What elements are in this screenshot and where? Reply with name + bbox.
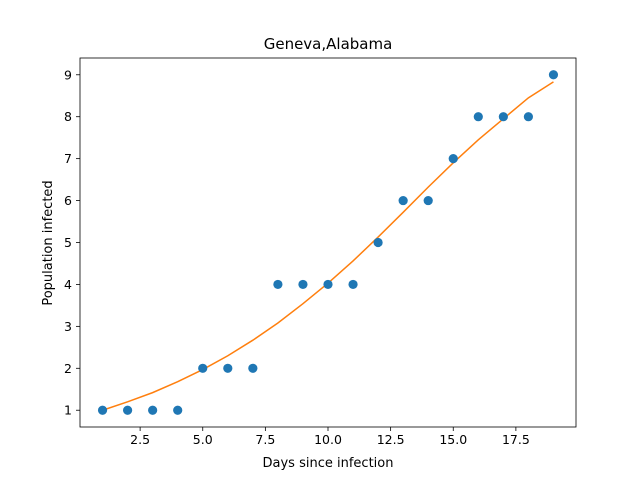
x-axis-label: Days since infection	[263, 456, 394, 471]
y-tick-label: 6	[64, 193, 72, 208]
data-point	[173, 405, 183, 415]
x-tick-label: 17.5	[502, 432, 530, 447]
data-point	[373, 237, 383, 248]
x-tick-label: 5.0	[193, 432, 213, 447]
x-tick-label: 2.5	[130, 432, 150, 447]
x-tick-label: 12.5	[377, 432, 405, 447]
y-tick-label: 3	[64, 319, 72, 334]
data-point	[348, 279, 358, 290]
y-tick-label: 9	[64, 67, 72, 82]
y-tick-label: 5	[64, 235, 72, 250]
y-tick-label: 7	[64, 151, 72, 166]
data-point	[398, 195, 408, 206]
data-point	[498, 112, 508, 122]
y-axis-label: Population infected	[41, 180, 56, 305]
y-tick-label: 8	[64, 109, 72, 124]
x-tick-label: 7.5	[255, 432, 275, 447]
data-point	[298, 279, 308, 290]
data-point	[448, 154, 458, 164]
data-point	[548, 70, 559, 80]
data-point	[248, 363, 258, 373]
data-point	[273, 279, 283, 290]
data-point	[97, 405, 108, 415]
y-tick-label: 4	[64, 277, 72, 292]
data-point	[523, 112, 534, 122]
data-point	[198, 363, 208, 373]
data-point	[473, 112, 483, 122]
data-point	[223, 363, 233, 373]
x-tick-label: 15.0	[439, 432, 467, 447]
axes-frame	[79, 57, 577, 428]
data-point	[148, 405, 158, 415]
data-point	[323, 279, 333, 290]
plot-area: 2.5 5.0 7.5 10.0 12.5 15.0 17.5 1 2 3 4 5 6 7 8 9	[64, 57, 577, 447]
data-point	[122, 405, 133, 415]
chart-title: Geneva,Alabama	[264, 35, 393, 53]
data-point	[423, 195, 433, 206]
x-tick-label: 10.0	[314, 432, 342, 447]
y-tick-label: 2	[64, 361, 72, 376]
y-tick-label: 1	[64, 403, 72, 418]
